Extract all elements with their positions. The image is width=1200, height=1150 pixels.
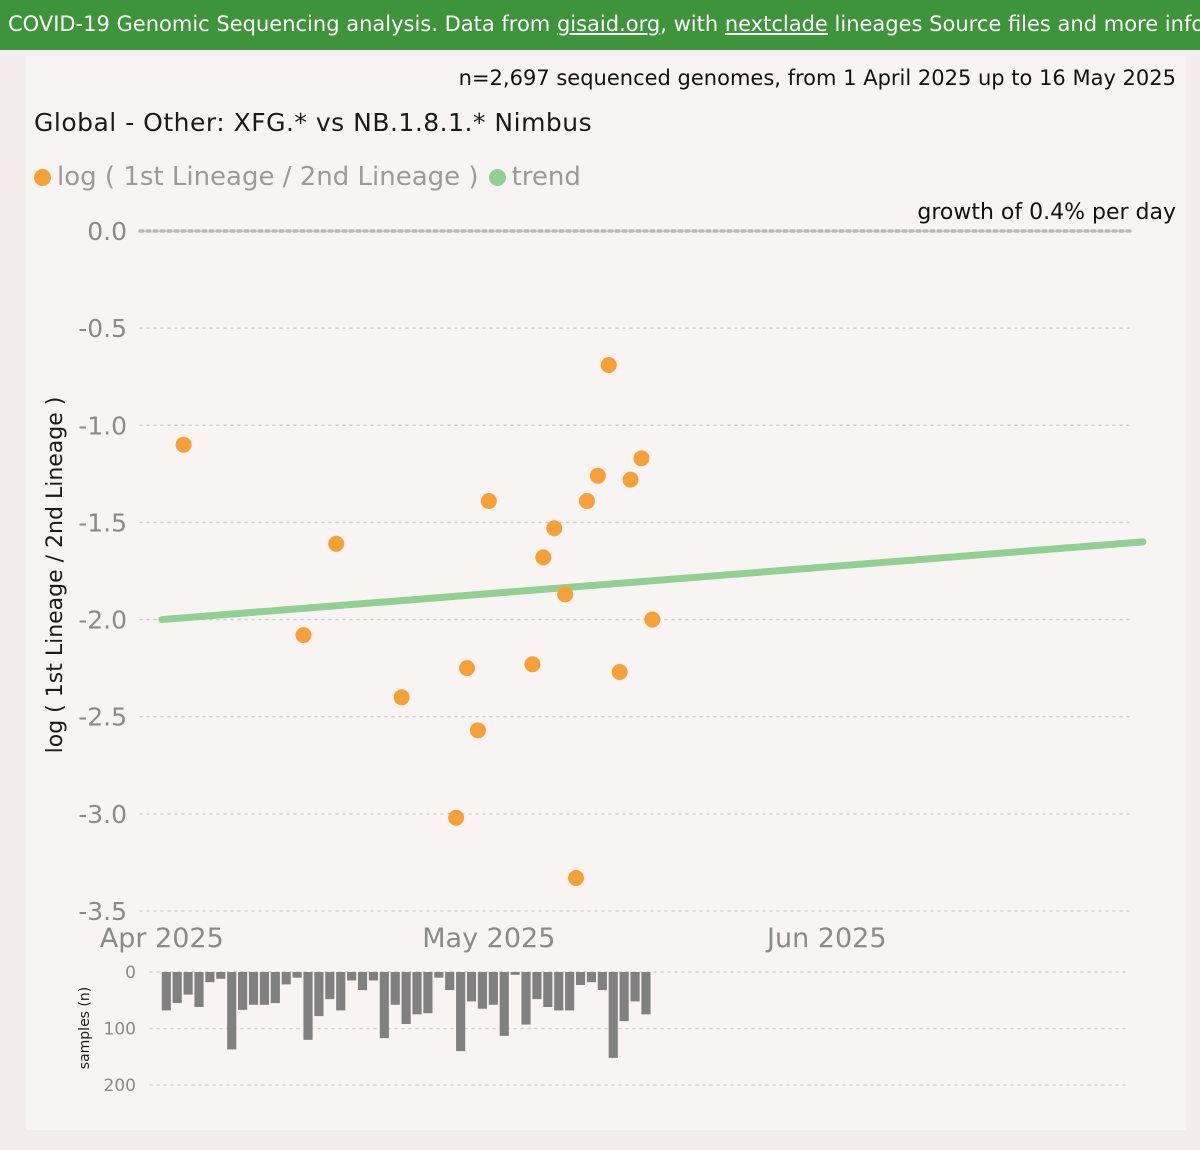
legend-item-log-ratio: log ( 1st Lineage / 2nd Lineage ) (34, 162, 479, 192)
legend-item-trend: trend (488, 162, 581, 192)
legend-label-trend: trend (511, 162, 581, 192)
top-banner: COVID-19 Genomic Sequencing analysis. Da… (0, 0, 1200, 50)
banner-text-suffix: lineages Source files and more info on (834, 12, 1200, 36)
legend-dot-green-icon (488, 168, 506, 186)
nextclade-link[interactable]: nextclade (724, 12, 828, 36)
legend-dot-orange-icon (34, 168, 51, 186)
gisaid-link[interactable]: gisaid.org (556, 12, 661, 36)
growth-annotation: growth of 0.4% per day (917, 200, 1176, 225)
banner-text-middle: , with (660, 12, 725, 36)
chart-legend: log ( 1st Lineage / 2nd Lineage ) trend (34, 162, 591, 192)
chart-title: Global - Other: XFG.* vs NB.1.8.1.* Nimb… (34, 108, 593, 137)
sample-summary: n=2,697 sequenced genomes, from 1 April … (458, 66, 1176, 90)
banner-text-prefix: COVID-19 Genomic Sequencing analysis. Da… (8, 12, 557, 36)
legend-label-log-ratio: log ( 1st Lineage / 2nd Lineage ) (57, 162, 479, 192)
